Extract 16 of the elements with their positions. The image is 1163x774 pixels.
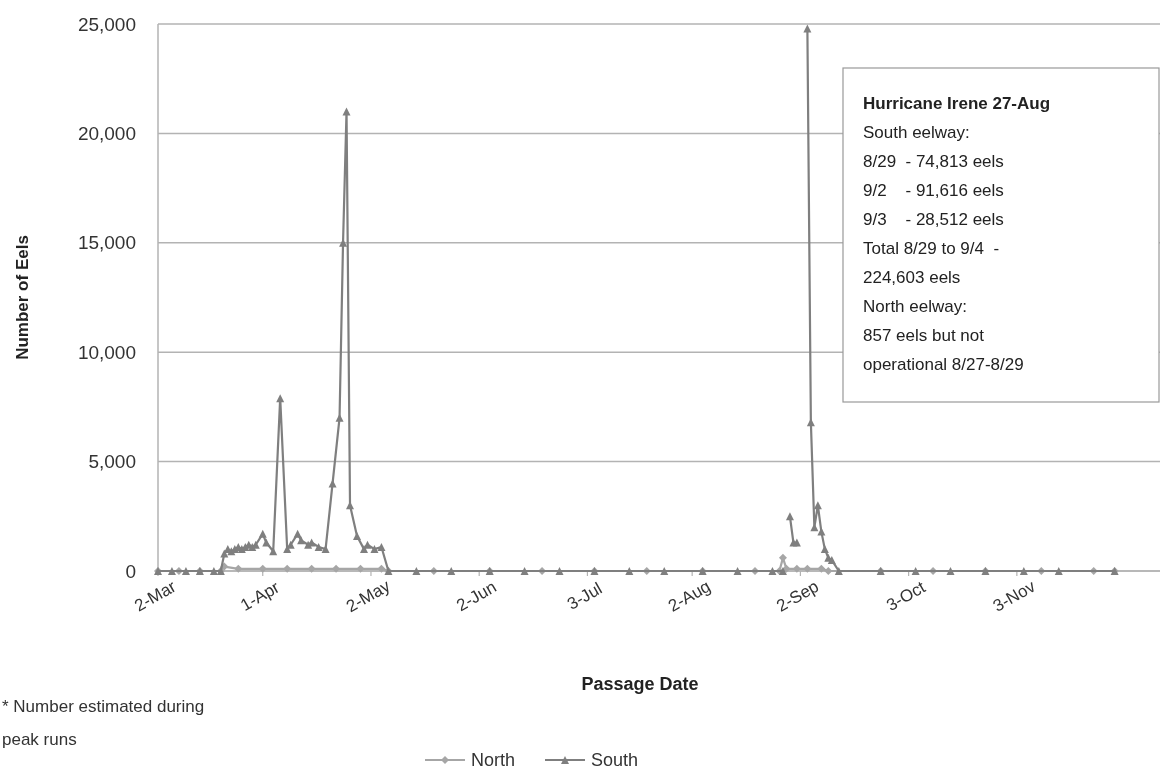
legend-label: South <box>591 750 639 771</box>
x-tick-label: 3-Jul <box>563 578 606 614</box>
x-tick-label: 2-Jun <box>453 577 500 616</box>
x-tick-label: 1-Apr <box>237 577 284 615</box>
y-tick-label: 25,000 <box>77 13 136 35</box>
y-tick-label: 15,000 <box>77 232 136 254</box>
text-box: Hurricane Irene 27-Aug South eelway: 8/29 - 74,813 eels 9/2 - 91,616 eels 9/3 - 28,512 eels Total 8/29 to 9/4 - 224,603 eels North eelway: 857 eels but not operational 8/27-8/29 <box>842 67 1160 403</box>
x-tick-label: 3-Oct <box>883 577 929 615</box>
x-axis-title: Passage Date <box>581 674 699 694</box>
legend-label: North <box>471 750 516 771</box>
y-tick-label: 20,000 <box>77 123 136 145</box>
y-tick-label: 10,000 <box>77 341 136 363</box>
y-tick-label: 0 <box>125 560 136 582</box>
y-axis-title: Number of Eels <box>13 235 32 360</box>
text: * Number estimated during peak runs <box>2 697 205 749</box>
y-tick-label: 5,000 <box>88 451 136 473</box>
